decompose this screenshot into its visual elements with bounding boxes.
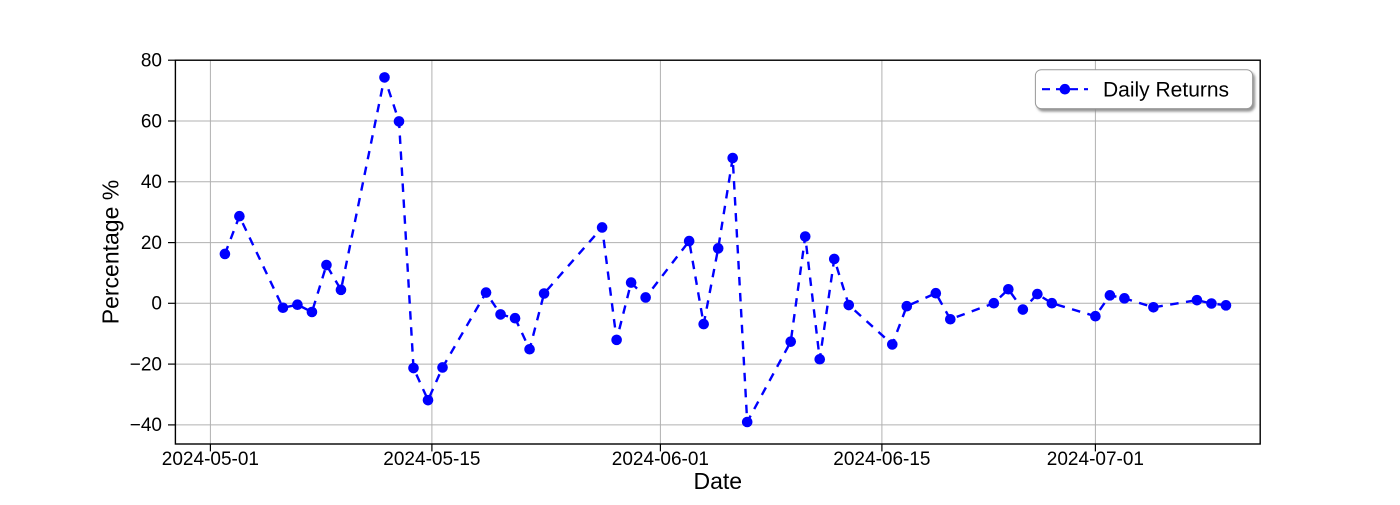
svg-text:0: 0 (151, 294, 162, 315)
svg-text:−40: −40 (130, 415, 162, 436)
svg-text:80: 80 (141, 51, 162, 72)
svg-text:2024-06-01: 2024-06-01 (612, 449, 709, 470)
svg-text:2024-05-15: 2024-05-15 (383, 449, 480, 470)
svg-text:Daily Returns: Daily Returns (1103, 79, 1229, 102)
svg-text:2024-05-01: 2024-05-01 (162, 449, 259, 470)
svg-text:2024-07-01: 2024-07-01 (1047, 449, 1144, 470)
svg-text:40: 40 (141, 172, 162, 193)
svg-text:2024-06-15: 2024-06-15 (833, 449, 930, 470)
svg-text:−20: −20 (130, 354, 162, 375)
svg-text:60: 60 (141, 111, 162, 132)
svg-text:Percentage %: Percentage % (98, 180, 124, 324)
svg-text:20: 20 (141, 233, 162, 254)
svg-text:Date: Date (694, 468, 743, 494)
